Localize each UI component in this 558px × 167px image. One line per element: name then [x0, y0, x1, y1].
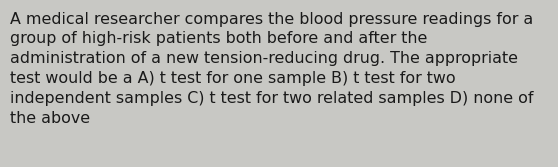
Text: A medical researcher compares the blood pressure readings for a
group of high-ri: A medical researcher compares the blood …: [10, 12, 533, 126]
